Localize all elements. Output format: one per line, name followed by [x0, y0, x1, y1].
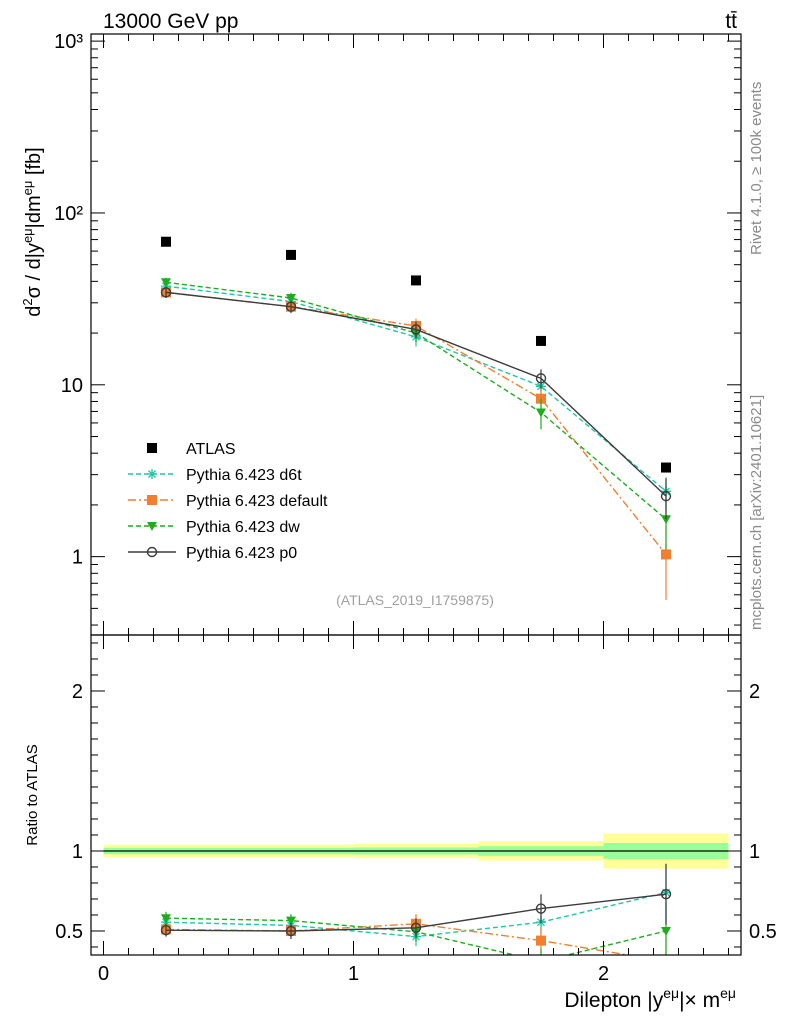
legend-marker: [147, 495, 157, 505]
data-point: [536, 335, 546, 346]
ratio-data-point: [535, 903, 547, 914]
series-atlas: [161, 236, 671, 473]
data-point: [661, 515, 671, 525]
main-panel: 1 10 10² 10³: [54, 31, 741, 635]
legend-label: Pythia 6.423 dw: [186, 519, 300, 536]
ratio-y-tick-label-right: 0.5: [749, 921, 777, 943]
legend-item-pythia-6-423-default: Pythia 6.423 default: [128, 493, 328, 510]
ratio-data-point: [161, 914, 171, 924]
series-line: [165, 281, 667, 520]
legend: ATLAS Pythia 6.423 d6t Pythia 6.423 defaul…: [128, 441, 328, 562]
ratio-y-tick-label-left: 0.5: [55, 921, 83, 943]
ratio-data-point: [661, 956, 671, 966]
data-point: [286, 293, 296, 303]
data-point: [535, 373, 547, 384]
main-y-tick-label: 10²: [54, 203, 83, 225]
data-point: [661, 462, 671, 473]
ratio-data-point: [660, 889, 672, 900]
legend-item-pythia-6-423-dw: Pythia 6.423 dw: [128, 519, 300, 536]
legend-item-pythia-6-423-d6t: Pythia 6.423 d6t: [128, 467, 302, 484]
main-y-tick-label: 10: [61, 375, 83, 397]
data-point: [286, 249, 296, 260]
main-y-tick-label: 10³: [54, 31, 83, 53]
series-line: [165, 285, 667, 492]
ratio-data-point: [661, 927, 671, 936]
ratio-y-axis-label: Ratio to ATLAS: [24, 744, 41, 845]
ratio-y-tick-label-right: 2: [749, 681, 760, 703]
x-tick-label: 2: [598, 963, 609, 985]
mcplots-label: mcplots.cern.ch [arXiv:2401.10621]: [748, 395, 765, 630]
ratio-series-pythia-6-423-p0: [160, 863, 672, 939]
legend-marker: [147, 469, 157, 479]
data-point: [411, 275, 421, 286]
ratio-data-point: [536, 935, 546, 946]
ratio-data-point: [160, 925, 172, 936]
ratio-data-point: [286, 916, 296, 926]
process-label: tt̄: [725, 10, 737, 33]
ratio-series-group: [103, 833, 729, 966]
data-point: [161, 236, 171, 247]
x-tick-label: 1: [348, 963, 359, 985]
ratio-frame: [90, 634, 742, 956]
energy-label: 13000 GeV pp: [103, 10, 238, 33]
legend-marker: [147, 443, 157, 453]
ratio-y-tick-label-right: 1: [749, 841, 760, 863]
data-point: [536, 408, 546, 418]
x-axis-label: Dilepton |yeμ|× meμ: [564, 985, 736, 1012]
series-pythia-6-423-p0: [160, 287, 672, 520]
ratio-y-tick-label-left: 1: [72, 841, 83, 863]
ratio-ticks: [91, 635, 741, 955]
data-point: [661, 549, 671, 560]
legend-item-atlas: ATLAS: [147, 441, 236, 458]
ratio-data-point: [410, 922, 422, 933]
x-tick-label: 0: [98, 963, 109, 985]
legend-label: Pythia 6.423 d6t: [186, 467, 302, 484]
legend-marker: [147, 522, 157, 531]
legend-marker: [146, 546, 158, 558]
data-point: [410, 324, 422, 335]
main-series-group: [160, 236, 672, 600]
main-y-tick-label: 1: [72, 547, 83, 569]
data-point: [161, 278, 171, 288]
data-point: [160, 287, 172, 298]
legend-item-pythia-6-423-p0: Pythia 6.423 p0: [128, 545, 297, 562]
main-y-axis-label: d2σ / d|yeμ|dmeμ [fb]: [20, 147, 45, 317]
analysis-id-label: (ATLAS_2019_I1759875): [336, 592, 494, 608]
main-x-ticks: [103, 34, 729, 635]
data-point: [660, 490, 672, 502]
rivet-version-label: Rivet 4.1.0, ≥ 100k events: [748, 82, 765, 255]
data-point: [285, 301, 297, 312]
ratio-y-tick-label-left: 2: [72, 681, 83, 703]
legend-label: Pythia 6.423 p0: [186, 545, 297, 562]
legend-label: Pythia 6.423 default: [186, 493, 328, 510]
ratio-panel: 0.5 0.5 1 1 2 2 0 1 2: [55, 635, 777, 985]
ratio-data-point: [536, 957, 546, 966]
main-y-ticks: [91, 40, 741, 626]
ratio-data-point: [285, 925, 297, 937]
legend-label: ATLAS: [186, 441, 236, 458]
